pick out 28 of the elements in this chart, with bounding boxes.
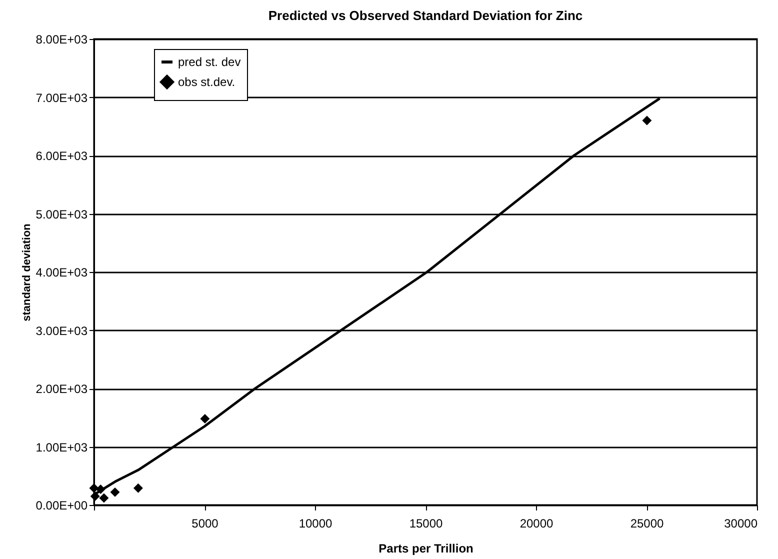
point: [90, 492, 100, 502]
y-tick-label: 3.00E+03: [36, 324, 88, 338]
x-axis-title: Parts per Trillion: [378, 542, 474, 556]
y-tick-label: 1.00E+03: [36, 440, 88, 454]
y-tick-label: 2.00E+03: [36, 382, 88, 396]
y-tick-label: 4.00E+03: [36, 266, 88, 280]
point: [99, 493, 109, 503]
y-tick-label: 8.00E+03: [36, 32, 88, 46]
y-tick-label: 7.00E+03: [36, 90, 88, 105]
point: [110, 487, 120, 497]
x-tick-label: 15000: [409, 516, 444, 530]
x-tick-label: 25000: [630, 516, 664, 530]
point: [133, 483, 143, 493]
legend-label: pred st. dev: [178, 55, 241, 69]
y-tick-label: 6.00E+03: [36, 149, 88, 163]
y-tick-label: 0.00E+00: [36, 498, 88, 512]
chart-title: Predicted vs Observed Standard Deviation for Zinc: [268, 8, 583, 23]
x-tick-label: 30000: [724, 516, 758, 530]
y-axis-title: standard deviation: [20, 223, 33, 322]
x-tick-label: 20000: [520, 516, 554, 530]
point: [200, 414, 210, 424]
point: [89, 483, 99, 493]
legend-label: obs st.dev.: [178, 75, 236, 89]
x-tick-label: 10000: [298, 516, 333, 530]
point: [642, 116, 652, 126]
point: [96, 484, 106, 494]
y-tick-label: 5.00E+03: [36, 207, 88, 222]
x-tick-label: 5000: [192, 516, 219, 530]
